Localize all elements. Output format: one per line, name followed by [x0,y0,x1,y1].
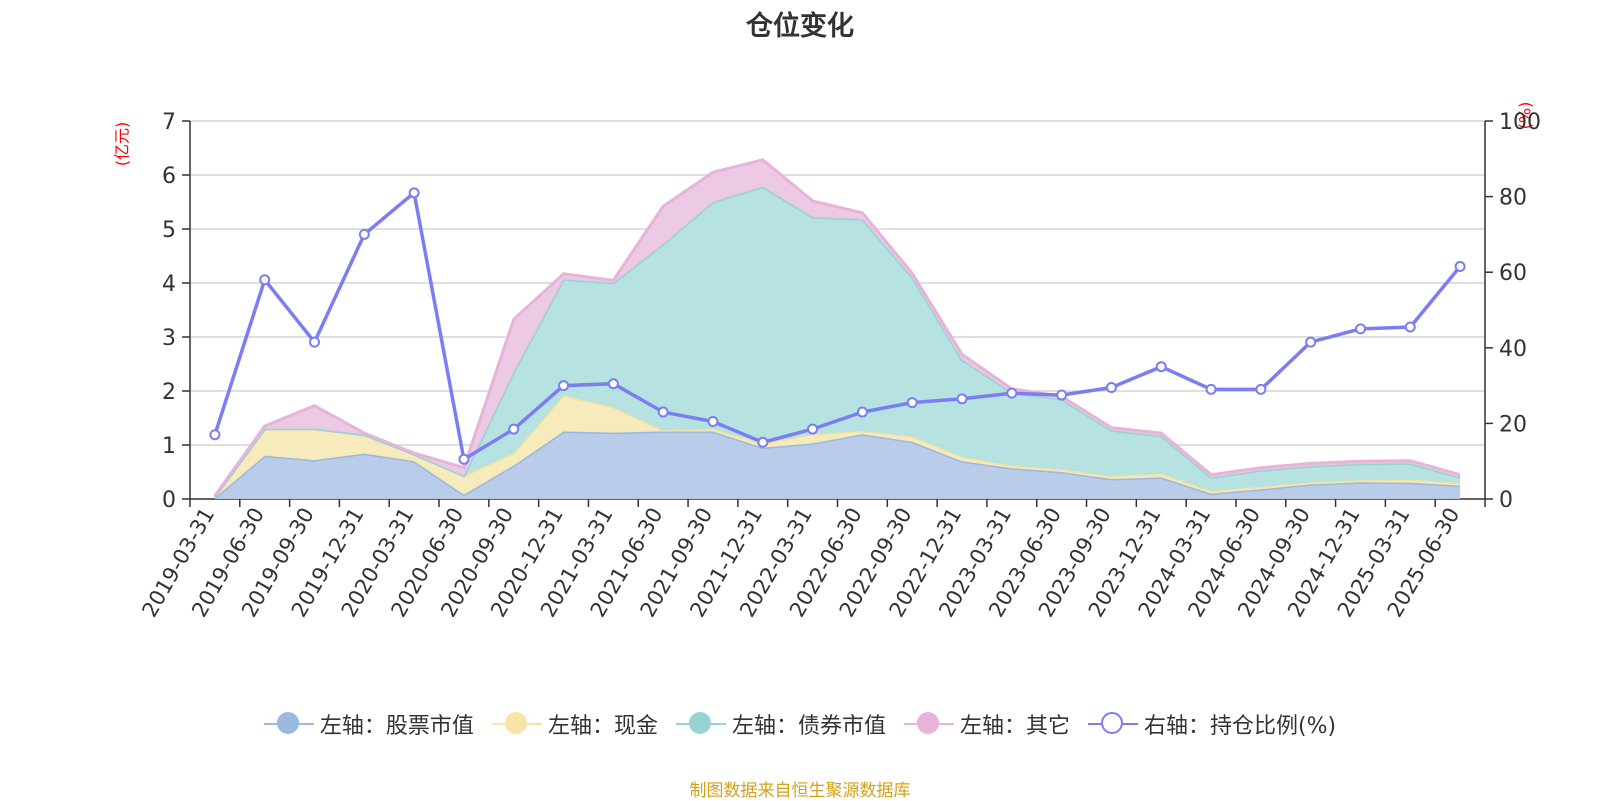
ratio-point [856,406,868,418]
left-tick-label: 5 [162,218,176,243]
right-tick-label: 0 [1499,488,1513,513]
ratio-point [657,406,669,418]
legend-item[interactable]: 左轴：债券市值 [675,708,886,740]
ratio-point [707,416,719,428]
right-tick-label: 80 [1499,186,1527,211]
hollow-circle-icon [1087,711,1138,737]
legend-item[interactable]: 左轴：股票市值 [263,708,474,740]
left-tick-label: 7 [162,110,176,135]
ratio-point [1354,323,1366,335]
chart-title: 仓位变化 [746,11,854,42]
left-tick-label: 6 [162,164,176,189]
ratio-point [956,393,968,405]
legend-label: 右轴：持仓比例(%) [1143,714,1337,739]
ratio-point [1056,389,1068,401]
right-tick-label: 40 [1499,337,1527,362]
ratio-point [458,453,470,465]
ratio-point [408,187,420,199]
legend-label: 左轴：现金 [547,714,658,739]
legend-label: 左轴：其它 [959,714,1070,739]
area-edge-左轴：其它 [213,158,1461,497]
legend-label: 左轴：债券市值 [731,714,886,739]
chart-legend: 左轴：股票市值 左轴：现金 左轴：债券市值 左轴：其它 右轴：持仓比例(%) [0,708,1600,740]
ratio-point [1404,321,1416,333]
ratio-point [508,423,520,435]
ratio-point [558,380,570,392]
ratio-point [1454,261,1466,273]
left-tick-label: 2 [162,380,176,405]
ratio-point [309,336,321,348]
ratio-point [1305,336,1317,348]
ratio-point [259,274,271,286]
legend-label: 左轴：股票市值 [319,714,474,739]
data-source-note: 制图数据来自恒生聚源数据库 [689,781,911,801]
left-tick-label: 3 [162,326,176,351]
legend-item[interactable]: 左轴：其它 [903,708,1070,740]
ratio-point [607,378,619,390]
left-tick-label: 0 [162,488,176,513]
legend-item[interactable]: 右轴：持仓比例(%) [1087,708,1337,740]
ratio-point [807,423,819,435]
legend-item[interactable]: 左轴：现金 [491,708,658,740]
ratio-point [757,436,769,448]
ratio-point [906,397,918,409]
ratio-line [213,189,1462,463]
ratio-point [1105,381,1117,393]
ratio-point [209,429,221,441]
filled-circle-icon [263,711,314,737]
left-tick-label: 4 [162,272,176,297]
filled-circle-icon [491,711,542,737]
area-左轴：股票市值 [214,431,1461,499]
right-tick-label: 100 [1499,110,1541,135]
filled-circle-icon [675,711,726,737]
ratio-point [1255,383,1267,395]
left-tick-label: 1 [162,434,176,459]
ratio-point [358,228,370,240]
right-tick-label: 60 [1499,261,1527,286]
ratio-point [1155,361,1167,373]
filled-circle-icon [903,711,954,737]
right-tick-label: 20 [1499,412,1527,437]
ratio-point [1006,387,1018,399]
ratio-point [1205,383,1217,395]
